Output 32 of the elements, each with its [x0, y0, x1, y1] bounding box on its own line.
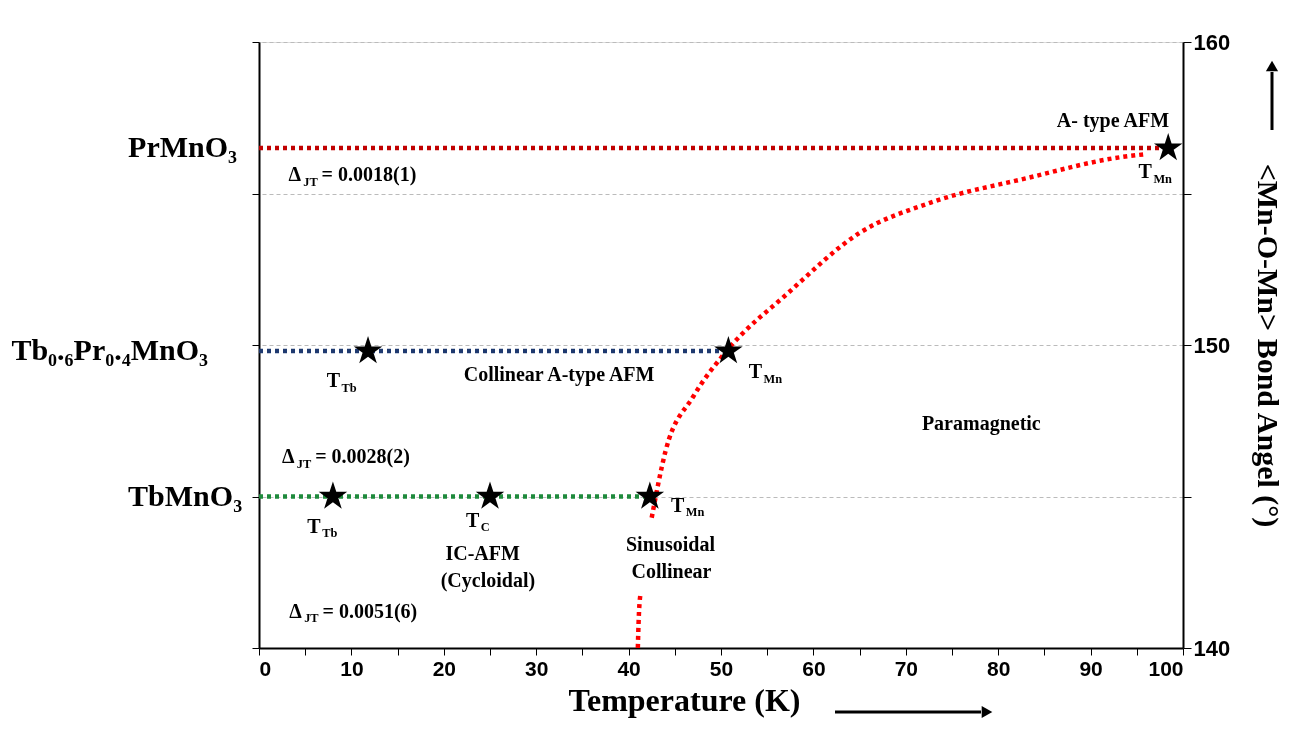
x-tick-label: 20 — [432, 656, 456, 680]
annotation: Sinusoidal — [626, 532, 716, 555]
annotation: Paramagnetic — [921, 411, 1041, 435]
y-tick-label: 150 — [1193, 332, 1231, 358]
y-tick-label: 140 — [1193, 635, 1231, 661]
point — [318, 481, 348, 509]
y-axis-title: <Mn-O-Mn> Bond Angel (°) — [1251, 163, 1286, 528]
x-tick-label: 50 — [709, 656, 734, 680]
point — [1153, 133, 1183, 161]
x-tick-label: 40 — [617, 656, 641, 680]
annotation: Collinear A-type AFM — [463, 363, 655, 387]
point — [353, 336, 383, 364]
series-label: TbMnO₃ — [128, 478, 243, 512]
point — [714, 336, 743, 364]
y-tick-label: 160 — [1193, 29, 1231, 55]
x-axis-title: Temperature (K) — [568, 681, 801, 718]
annotation: Collinear — [631, 560, 712, 583]
series-label: Tb₀.₆Pr₀.₄MnO₃ — [11, 333, 209, 367]
annotation: IC-AFM — [445, 542, 520, 565]
x-tick-label: 0 — [259, 656, 272, 680]
x-tick-label: 30 — [525, 656, 549, 680]
x-tick-label: 100 — [1148, 656, 1184, 680]
x-tick-label: 10 — [340, 656, 364, 680]
series-label: PrMnO₃ — [128, 130, 238, 164]
annotation: (Cycloidal) — [440, 569, 536, 593]
point — [475, 481, 505, 509]
x-tick-label: 70 — [894, 656, 918, 680]
x-tick-label: 80 — [987, 656, 1011, 680]
point — [635, 481, 665, 509]
x-tick-label: 90 — [1079, 656, 1103, 680]
x-tick-label: 60 — [802, 656, 826, 680]
annotation: A- type AFM — [1056, 108, 1170, 132]
